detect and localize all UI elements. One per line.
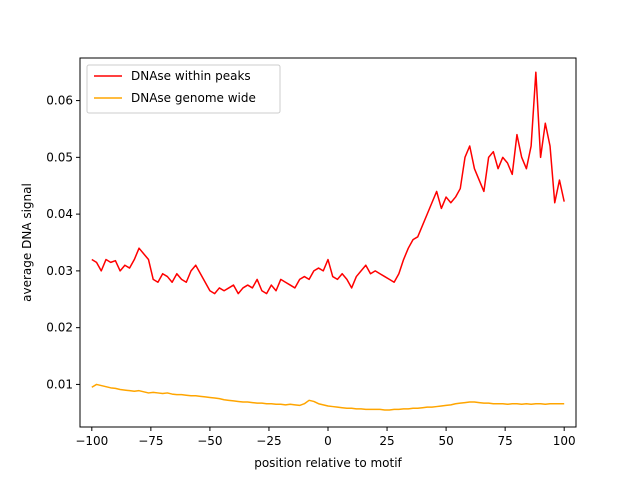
y-tick-label: 0.04 [46,207,73,221]
x-axis-ticks: −100 −75 −50 −25 0 25 50 75 100 [75,427,576,448]
x-tick-label: 25 [379,434,394,448]
x-tick-label: −75 [138,434,163,448]
y-tick-label: 0.02 [46,321,73,335]
x-tick-label: 75 [498,434,513,448]
legend-label-dnase-within-peaks: DNAse within peaks [131,69,251,83]
series-line-dnase-within-peaks [91,71,565,295]
series-line-dnase-genome-wide [91,383,565,411]
y-tick-label: 0.01 [46,377,73,391]
x-tick-label: 50 [438,434,453,448]
x-tick-label: 0 [324,434,332,448]
y-tick-label: 0.03 [46,264,73,278]
legend: DNAse within peaks DNAse genome wide [86,64,281,114]
legend-box [86,64,281,114]
legend-label-dnase-genome-wide: DNAse genome wide [131,91,256,105]
y-tick-label: 0.06 [46,94,73,108]
x-tick-label: −50 [197,434,222,448]
y-tick-label: 0.05 [46,150,73,164]
x-tick-label: −100 [75,434,108,448]
y-axis-ticks: 0.01 0.02 0.03 0.04 0.05 0.06 [46,94,80,391]
y-axis-label: average DNA signal [20,183,34,302]
plot-lines [91,71,565,411]
x-axis-label: position relative to motif [254,456,402,470]
x-tick-label: −25 [256,434,281,448]
x-tick-label: 100 [553,434,576,448]
